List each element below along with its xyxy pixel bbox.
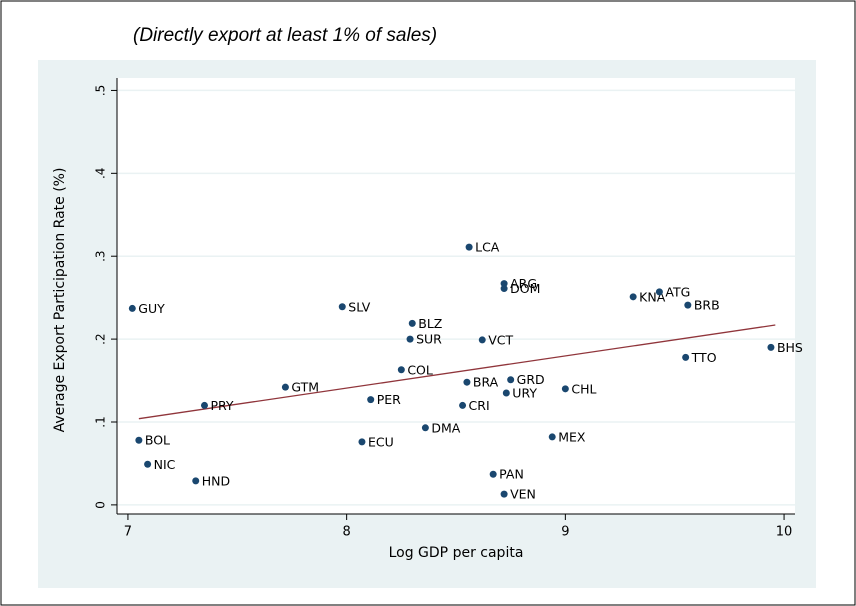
x-tick-label: 8 (343, 525, 351, 540)
point-label: GTM (291, 380, 319, 395)
point (561, 385, 569, 393)
point (507, 376, 515, 384)
point-label: SUR (416, 332, 442, 347)
point-label: PER (377, 392, 401, 407)
point (367, 396, 375, 404)
chart-title: (Directly export at least 1% of sales) (133, 25, 437, 46)
point-label: DOM (510, 281, 540, 296)
point-label: COL (407, 362, 433, 377)
x-tick-label: 9 (561, 525, 569, 540)
point-label: CRI (469, 398, 490, 413)
x-tick-label: 7 (124, 525, 132, 540)
point (463, 378, 471, 386)
point-label: BRA (473, 375, 499, 390)
point-label: ATG (665, 284, 690, 299)
point-label: VEN (510, 487, 536, 502)
point-label: SLV (348, 299, 371, 314)
point-label: NIC (154, 457, 176, 472)
point-label: ECU (368, 434, 394, 449)
point (548, 433, 556, 441)
point (397, 366, 405, 374)
point (500, 285, 508, 293)
point-label: LCA (475, 240, 500, 255)
point (767, 343, 775, 351)
point (629, 293, 637, 301)
point (489, 470, 497, 478)
point (406, 335, 414, 343)
point (682, 353, 690, 361)
point (459, 401, 467, 409)
y-tick-label: .3 (94, 250, 108, 261)
point (500, 490, 508, 498)
point-label: MEX (558, 429, 586, 444)
point (408, 319, 416, 327)
point (655, 288, 663, 296)
point (200, 401, 208, 409)
plot-region (117, 78, 795, 514)
x-axis-title: Log GDP per capita (389, 545, 524, 561)
point-label: URY (512, 385, 537, 400)
point-label: GRD (517, 372, 545, 387)
point-label: CHL (571, 381, 596, 396)
point (421, 424, 429, 432)
point (465, 243, 473, 251)
y-tick-label: 0 (94, 501, 108, 509)
point (128, 304, 136, 312)
y-tick-label: .1 (94, 416, 108, 427)
point (135, 436, 143, 444)
y-tick-label: .5 (94, 85, 108, 96)
point-label: BOL (145, 433, 170, 448)
point-label: BRB (694, 298, 720, 313)
y-tick-label: .2 (94, 333, 108, 344)
point-label: PAN (499, 467, 524, 482)
point-label: DMA (431, 420, 460, 435)
point-label: BLZ (418, 316, 442, 331)
point (281, 383, 289, 391)
point-label: TTO (691, 350, 717, 365)
point (684, 301, 692, 309)
point (502, 389, 510, 397)
y-tick-label: .4 (94, 168, 108, 179)
point (358, 438, 366, 446)
point (478, 336, 486, 344)
point-label: GUY (138, 301, 165, 316)
point-label: HND (202, 473, 230, 488)
point (192, 477, 200, 485)
point (144, 460, 152, 468)
point (338, 303, 346, 311)
point-label: BHS (777, 340, 803, 355)
fit-line (138, 324, 776, 420)
point-label: VCT (488, 332, 513, 347)
point (500, 280, 508, 288)
y-axis-title: Average Export Participation Rate (%) (52, 168, 68, 433)
point-label: ARG (510, 276, 537, 291)
point-label: PRY (210, 398, 233, 413)
x-tick-label: 10 (776, 525, 793, 540)
